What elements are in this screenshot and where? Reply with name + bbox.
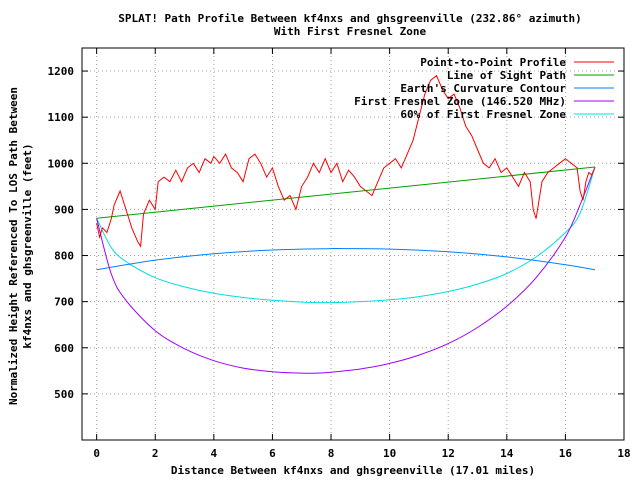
- series-line-4: [96, 166, 596, 304]
- series-line-0: [96, 74, 596, 248]
- y-tick-label: 600: [54, 342, 74, 355]
- x-tick-label: 12: [442, 447, 455, 460]
- x-tick-label: 14: [500, 447, 514, 460]
- legend-label: Earth's Curvature Contour: [400, 82, 566, 95]
- chart-title: SPLAT! Path Profile Between kf4nxs and g…: [118, 12, 582, 25]
- x-tick-label: 18: [617, 447, 630, 460]
- x-tick-label: 8: [328, 447, 335, 460]
- x-tick-label: 6: [269, 447, 276, 460]
- legend-label: 60% of First Fresnel Zone: [400, 108, 566, 121]
- legend-label: Line of Sight Path: [447, 69, 566, 82]
- y-tick-label: 1200: [48, 65, 75, 78]
- y-tick-label: 900: [54, 203, 74, 216]
- plot-frame: [81, 47, 625, 441]
- tick-labels: 0 2 4 6 8 10 12 14 16 18 500 600 700 800 900 1000 1100 12…: [48, 65, 631, 460]
- chart-subtitle: With First Fresnel Zone: [274, 25, 427, 38]
- y-tick-label: 1000: [48, 157, 75, 170]
- y-axis-label-line1: Normalized Height Referenced To LOS Path…: [7, 87, 20, 405]
- series-lines: [96, 74, 596, 374]
- series-line-2: [96, 247, 596, 271]
- y-tick-label: 700: [54, 296, 74, 309]
- x-tick-label: 4: [211, 447, 218, 460]
- legend-label: First Fresnel Zone (146.520 MHz): [354, 95, 566, 108]
- legend-label: Point-to-Point Profile: [420, 56, 566, 69]
- y-tick-label: 800: [54, 250, 74, 263]
- y-tick-label: 500: [54, 388, 74, 401]
- x-tick-label: 10: [383, 447, 396, 460]
- x-tick-label: 16: [559, 447, 573, 460]
- x-tick-label: 2: [152, 447, 159, 460]
- y-tick-label: 1100: [48, 111, 75, 124]
- x-tick-label: 0: [93, 447, 100, 460]
- series-line-3: [96, 166, 596, 374]
- y-axis-label-line2: kf4nxs and ghsgreenville (feet): [21, 143, 34, 348]
- x-axis-label: Distance Between kf4nxs and ghsgreenvill…: [171, 464, 535, 477]
